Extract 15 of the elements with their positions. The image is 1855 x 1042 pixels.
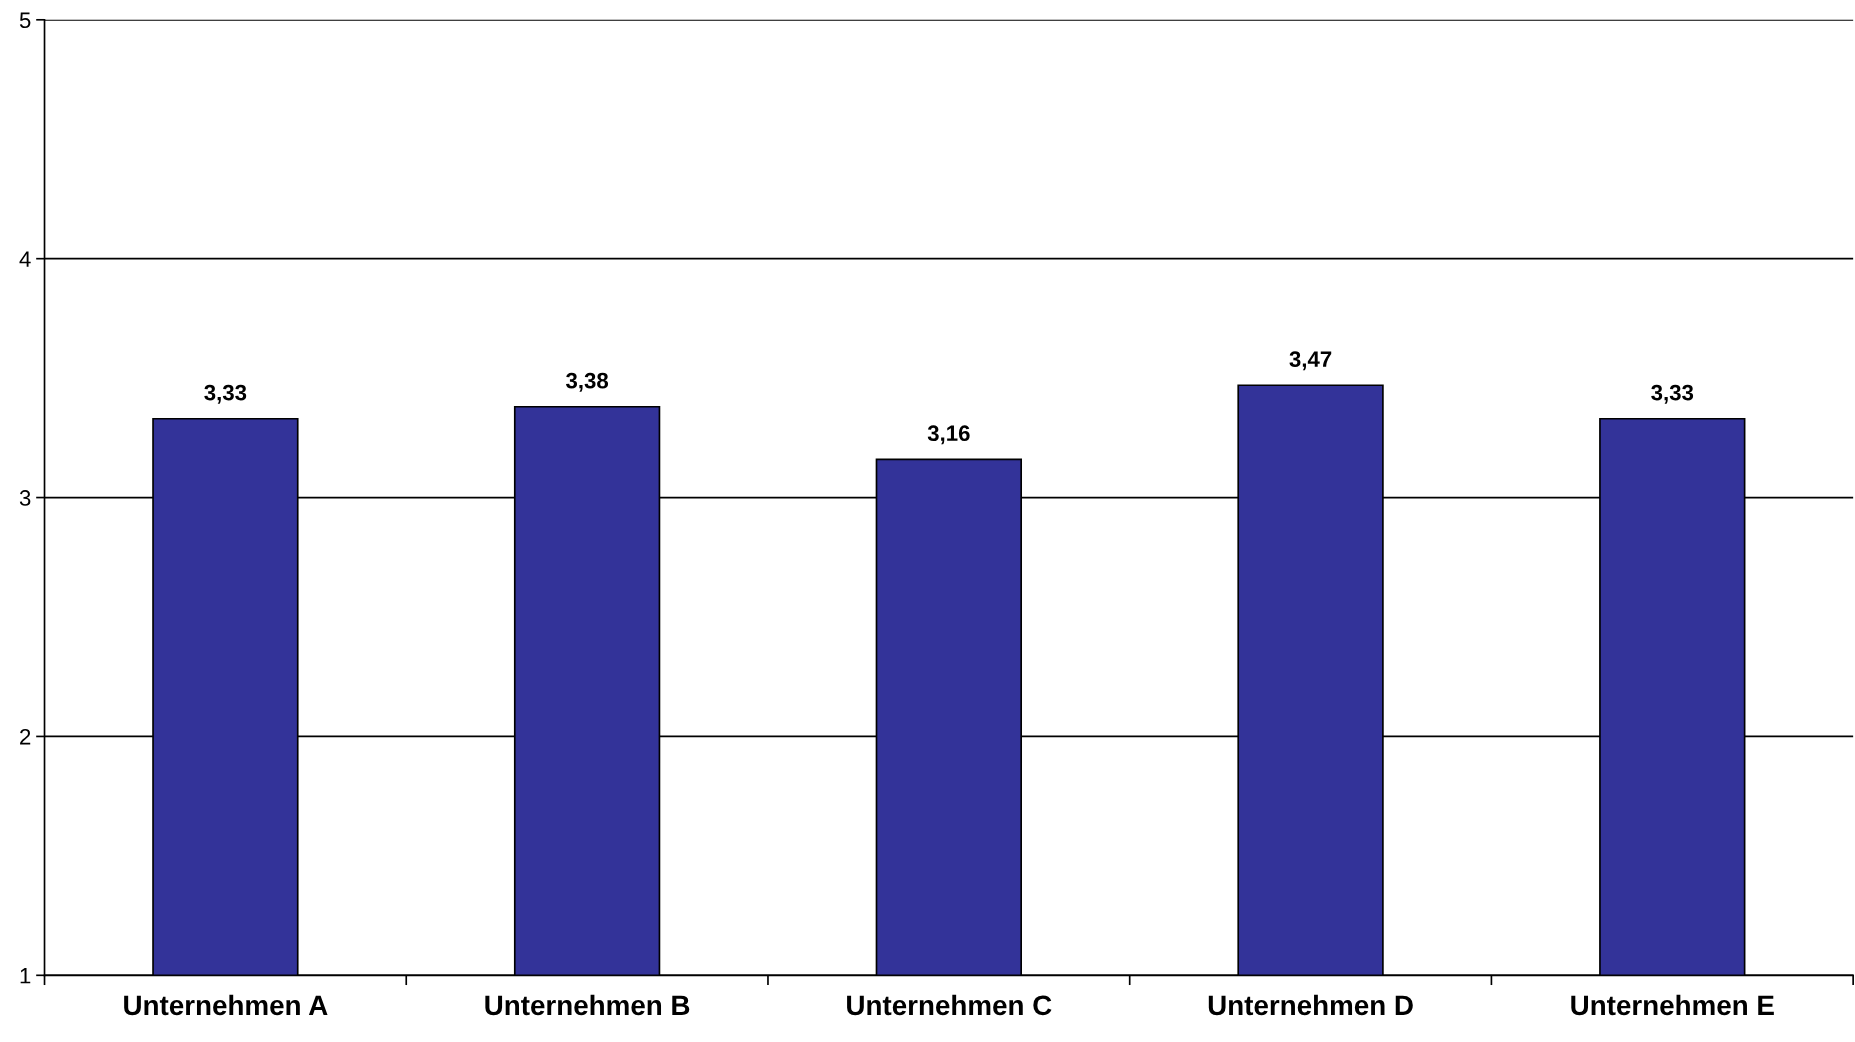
- x-tick-label: Unternehmen D: [1208, 994, 1413, 1016]
- x-tick-label: Unternehmen E: [1571, 994, 1774, 1016]
- x-tick-label: Unternehmen A: [124, 994, 328, 1016]
- y-tick-label: 4: [19, 251, 31, 267]
- x-tick-label: Unternehmen B: [485, 994, 690, 1016]
- x-tick-label: Unternehmen C: [847, 994, 1052, 1016]
- y-tick-label: 3: [19, 490, 31, 506]
- data-label: 3,47: [1289, 351, 1332, 371]
- data-label: 3,16: [927, 425, 970, 445]
- y-tick-label: 2: [20, 728, 31, 745]
- data-label: 3,33: [1651, 384, 1694, 404]
- data-label: 3,38: [565, 372, 609, 392]
- y-tick-label: 1: [20, 968, 31, 984]
- y-tick-label: 5: [19, 12, 31, 29]
- data-label: 3,33: [204, 384, 247, 404]
